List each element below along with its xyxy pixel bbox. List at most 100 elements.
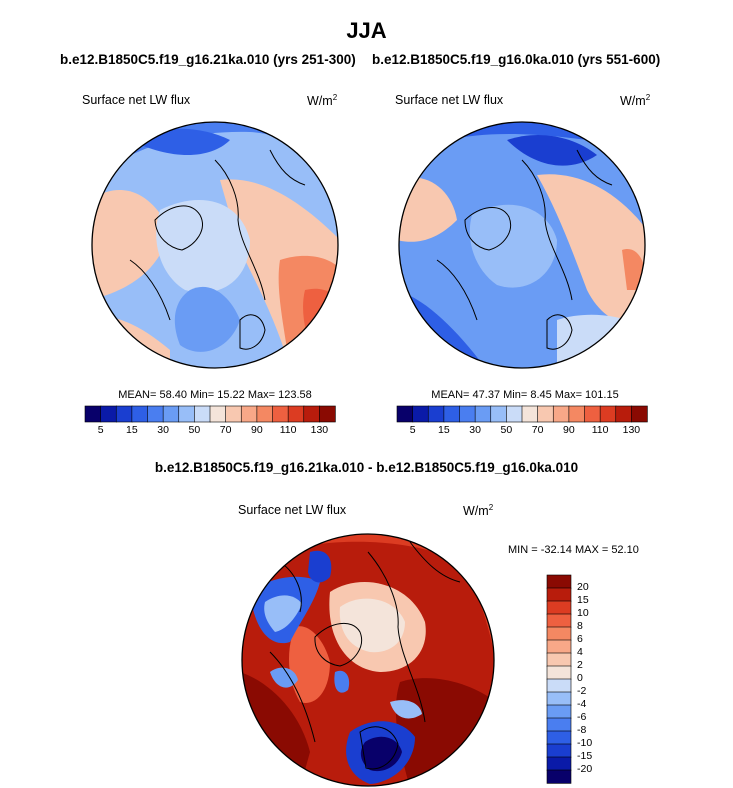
colorbar-tick-label: 5 [97, 424, 104, 436]
panel1-colorbar [84, 405, 336, 423]
colorbar-swatch [546, 665, 572, 680]
colorbar-swatch [162, 405, 180, 423]
panel1-variable-label: Surface net LW flux [82, 93, 191, 107]
coastlines [436, 149, 613, 350]
map-region [557, 314, 645, 368]
colorbar-swatch [240, 405, 258, 423]
colorbar-swatch [490, 405, 508, 423]
map-region [399, 177, 457, 242]
colorbar-tick-label: 15 [438, 424, 450, 436]
colorbar-tick-label: 90 [251, 424, 263, 436]
colorbar-tick-label: 110 [591, 424, 609, 436]
colorbar-swatch [147, 405, 164, 423]
map-region [360, 736, 402, 772]
colorbar-swatch [272, 405, 289, 423]
colorbar-tick-label: -8 [577, 724, 587, 736]
map-region [537, 174, 645, 324]
map-region [308, 550, 332, 583]
colorbar-tick-label: 110 [279, 424, 297, 436]
colorbar-tick-label: 50 [500, 424, 513, 436]
colorbar-tick-label: 50 [188, 424, 201, 436]
panel3-colorbar [546, 574, 572, 784]
colorbar-swatch [546, 704, 572, 719]
coastlines [129, 149, 306, 350]
colorbar-swatch [443, 405, 461, 423]
colorbar-swatch [546, 756, 572, 771]
colorbar-swatch [546, 587, 572, 602]
panel2-stats: MEAN= 47.37 Min= 8.45 Max= 101.15 [431, 389, 619, 401]
colorbar-swatch [546, 730, 572, 745]
colorbar-tick-label: 4 [577, 646, 583, 658]
colorbar-tick-label: 70 [531, 424, 544, 436]
map-region [469, 204, 557, 288]
colorbar-swatch [546, 652, 572, 667]
colorbar-swatch [194, 405, 211, 423]
colorbar-swatch [552, 405, 570, 423]
panel1-polar-map [91, 121, 339, 369]
panel2-colorbar [396, 405, 648, 423]
colorbar-swatch [546, 769, 572, 784]
colorbar-tick-label: 0 [577, 672, 583, 684]
colorbar-swatch [568, 405, 586, 423]
colorbar-swatch [537, 405, 554, 423]
colorbar-swatch [521, 405, 539, 423]
panel3-subtitle: b.e12.B1850C5.f19_g16.21ka.010 - b.e12.B… [154, 460, 579, 475]
map-region [174, 286, 240, 352]
colorbar-tick-label: 6 [577, 633, 583, 645]
map-region [156, 200, 250, 293]
panel2-polar-map [398, 121, 646, 369]
colorbar-swatch [631, 405, 648, 423]
panel2-units: W/m2 [620, 93, 651, 109]
panel1-units: W/m2 [307, 93, 338, 109]
colorbar-swatch [506, 405, 523, 423]
map-region [507, 135, 597, 166]
panel3-units: W/m2 [463, 503, 494, 519]
panel1-subtitle: b.e12.B1850C5.f19_g16.21ka.010 (yrs 251-… [60, 52, 356, 67]
colorbar-swatch [412, 405, 429, 423]
colorbar-tick-label: 70 [219, 424, 232, 436]
colorbar-swatch [546, 717, 572, 732]
colorbar-swatch [546, 574, 572, 589]
map-region [390, 700, 422, 719]
colorbar-swatch [546, 743, 572, 758]
colorbar-tick-label: 10 [577, 607, 589, 619]
colorbar-swatch [303, 405, 321, 423]
colorbar-swatch [546, 600, 572, 615]
map-region [270, 667, 298, 688]
colorbar-tick-label: -20 [577, 763, 593, 775]
colorbar-tick-label: -6 [577, 711, 587, 723]
colorbar-swatch [131, 405, 149, 423]
colorbar-tick-label: 2 [577, 659, 583, 671]
colorbar-tick-label: -15 [577, 750, 593, 762]
colorbar-swatch [599, 405, 617, 423]
colorbar-swatch [396, 405, 414, 423]
colorbar-swatch [546, 691, 572, 706]
colorbar-swatch [225, 405, 242, 423]
panel2-colorbar-ticks: 5 15 30 50 70 90 110 130 [0, 424, 733, 440]
panel3-stats: MIN = -32.14 MAX = 52.10 [508, 544, 639, 556]
colorbar-tick-label: 15 [577, 594, 589, 606]
colorbar-tick-label: 30 [157, 424, 169, 436]
colorbar-swatch [100, 405, 117, 423]
map-frame [398, 121, 646, 369]
colorbar-tick-label: 8 [577, 620, 583, 632]
colorbar-tick-label: 90 [563, 424, 575, 436]
panel1-colorbar-ticks: 5 15 30 50 70 90 110 130 [0, 424, 733, 440]
colorbar-swatch [319, 405, 336, 423]
colorbar-tick-label: 5 [409, 424, 416, 436]
colorbar-swatch [115, 405, 133, 423]
colorbar-tick-label: 15 [126, 424, 138, 436]
colorbar-swatch [209, 405, 227, 423]
colorbar-tick-label: 30 [469, 424, 481, 436]
colorbar-tick-label: 130 [622, 424, 641, 436]
colorbar-swatch [459, 405, 476, 423]
panel3-polar-map [241, 533, 495, 787]
colorbar-swatch [287, 405, 305, 423]
map-region [264, 595, 302, 632]
colorbar-swatch [474, 405, 492, 423]
colorbar-swatch [178, 405, 196, 423]
map-region [334, 670, 350, 693]
colorbar-swatch [546, 626, 572, 641]
colorbar-swatch [546, 613, 572, 628]
colorbar-tick-label: -10 [577, 737, 593, 749]
